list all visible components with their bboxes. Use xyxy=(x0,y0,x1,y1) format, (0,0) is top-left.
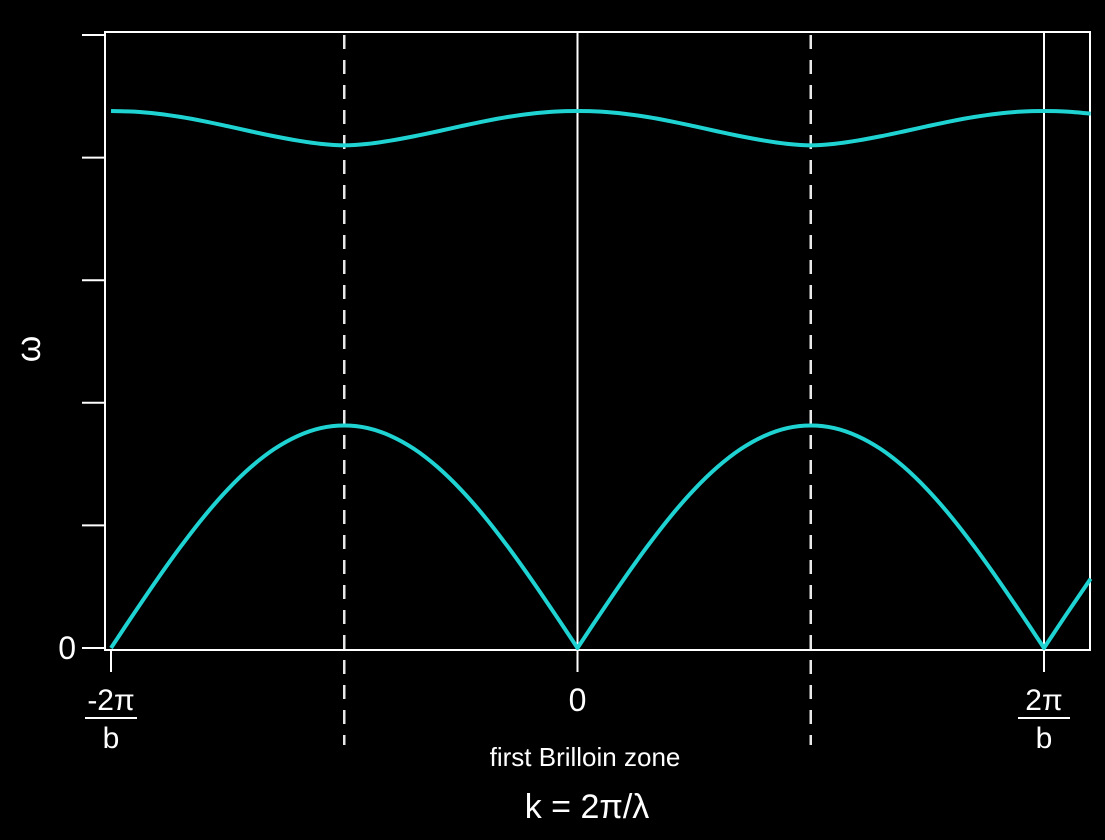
x-tick-label-numerator: 2π xyxy=(1025,684,1062,717)
plot-frame xyxy=(104,31,1091,651)
y-axis-ticks: 0 xyxy=(58,34,105,666)
x-tick-label-numerator: -2π xyxy=(87,684,134,717)
series-line-lower-band xyxy=(109,423,1093,650)
series-line-upper-band xyxy=(110,109,1091,148)
y-tick-label: 0 xyxy=(58,630,76,666)
y-axis-label: ω xyxy=(10,336,48,363)
series-layer xyxy=(109,109,1093,650)
x-tick-label: 0 xyxy=(569,682,587,718)
x-axis-label: k = 2π/λ xyxy=(525,788,650,826)
reference-lines xyxy=(343,32,1045,745)
x-tick-label-denominator: b xyxy=(1036,722,1053,755)
brillouin-zone-annotation: first Brilloin zone xyxy=(490,742,681,772)
x-tick-label-denominator: b xyxy=(103,722,120,755)
x-axis-ticks: -2π b 0 2π b xyxy=(85,650,1070,755)
